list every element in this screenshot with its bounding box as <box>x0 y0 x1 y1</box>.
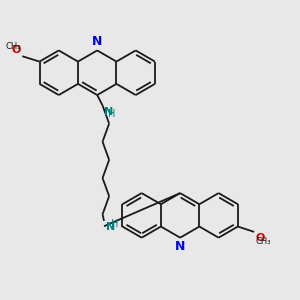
Text: CH₃: CH₃ <box>5 42 21 51</box>
Text: N: N <box>104 106 113 117</box>
Text: O: O <box>255 233 264 243</box>
Text: H: H <box>110 219 118 230</box>
Text: CH₃: CH₃ <box>255 237 271 246</box>
Text: O: O <box>12 45 21 55</box>
Text: N: N <box>106 222 115 232</box>
Text: N: N <box>92 35 102 48</box>
Text: H: H <box>108 109 115 119</box>
Text: N: N <box>175 240 185 253</box>
